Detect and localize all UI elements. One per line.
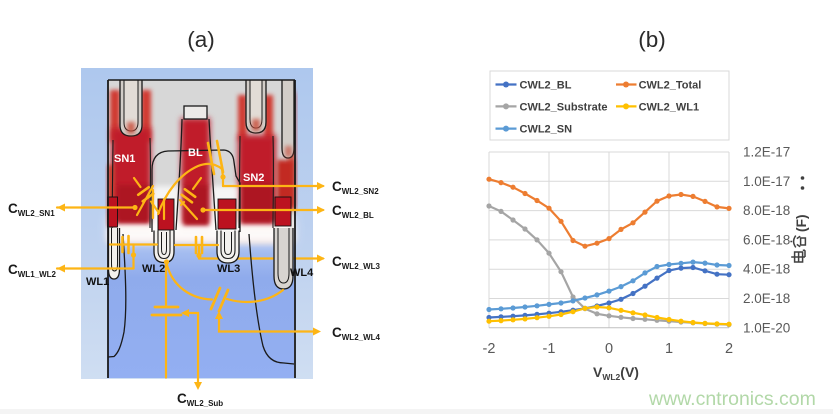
- svg-text:1.0E-17: 1.0E-17: [743, 174, 790, 189]
- svg-text:8.0E-18: 8.0E-18: [743, 203, 790, 218]
- svg-text:CWL2_SN1: CWL2_SN1: [8, 201, 55, 218]
- svg-text:CWL2_BL: CWL2_BL: [332, 203, 374, 220]
- svg-text:WL4: WL4: [290, 267, 314, 279]
- svg-text:SN1: SN1: [114, 153, 135, 165]
- svg-text:1.2E-17: 1.2E-17: [743, 145, 790, 160]
- svg-text:CWL2_WL4: CWL2_WL4: [332, 325, 381, 342]
- svg-text:www.cntronics.com: www.cntronics.com: [648, 388, 816, 410]
- svg-text:2: 2: [725, 341, 733, 357]
- svg-text:(a): (a): [187, 27, 215, 52]
- svg-text:(b): (b): [638, 27, 666, 52]
- svg-text:CWL2_SN: CWL2_SN: [520, 124, 573, 136]
- svg-text:-1: -1: [543, 341, 556, 357]
- svg-text:(F): (F): [794, 214, 809, 232]
- svg-text:CWL2_WL3: CWL2_WL3: [332, 254, 381, 271]
- svg-text:CWL2_Sub: CWL2_Sub: [177, 391, 223, 408]
- svg-text:-2: -2: [483, 341, 496, 357]
- svg-text:CWL2_SN2: CWL2_SN2: [332, 179, 379, 196]
- svg-text:VWL2(V): VWL2(V): [593, 364, 639, 382]
- svg-text:1: 1: [665, 341, 673, 357]
- svg-text:WL3: WL3: [217, 263, 240, 275]
- svg-text:CWL2_BL: CWL2_BL: [520, 80, 572, 92]
- svg-text:WL1: WL1: [86, 276, 109, 288]
- svg-text:WL2: WL2: [142, 263, 165, 275]
- svg-text:CWL2_Total: CWL2_Total: [639, 80, 702, 92]
- svg-text:BL: BL: [188, 147, 203, 159]
- svg-text:1.0E-20: 1.0E-20: [743, 320, 790, 335]
- svg-text:6.0E-18: 6.0E-18: [743, 232, 790, 247]
- svg-text:2.0E-18: 2.0E-18: [743, 291, 790, 306]
- svg-text:4.0E-18: 4.0E-18: [743, 262, 790, 277]
- svg-text:CWL2_Substrate: CWL2_Substrate: [520, 101, 608, 113]
- svg-text:CWL2_WL1: CWL2_WL1: [639, 101, 700, 113]
- svg-text:0: 0: [605, 341, 613, 357]
- svg-text:CWL1_WL2: CWL1_WL2: [8, 262, 57, 279]
- svg-text:SN2: SN2: [243, 172, 264, 184]
